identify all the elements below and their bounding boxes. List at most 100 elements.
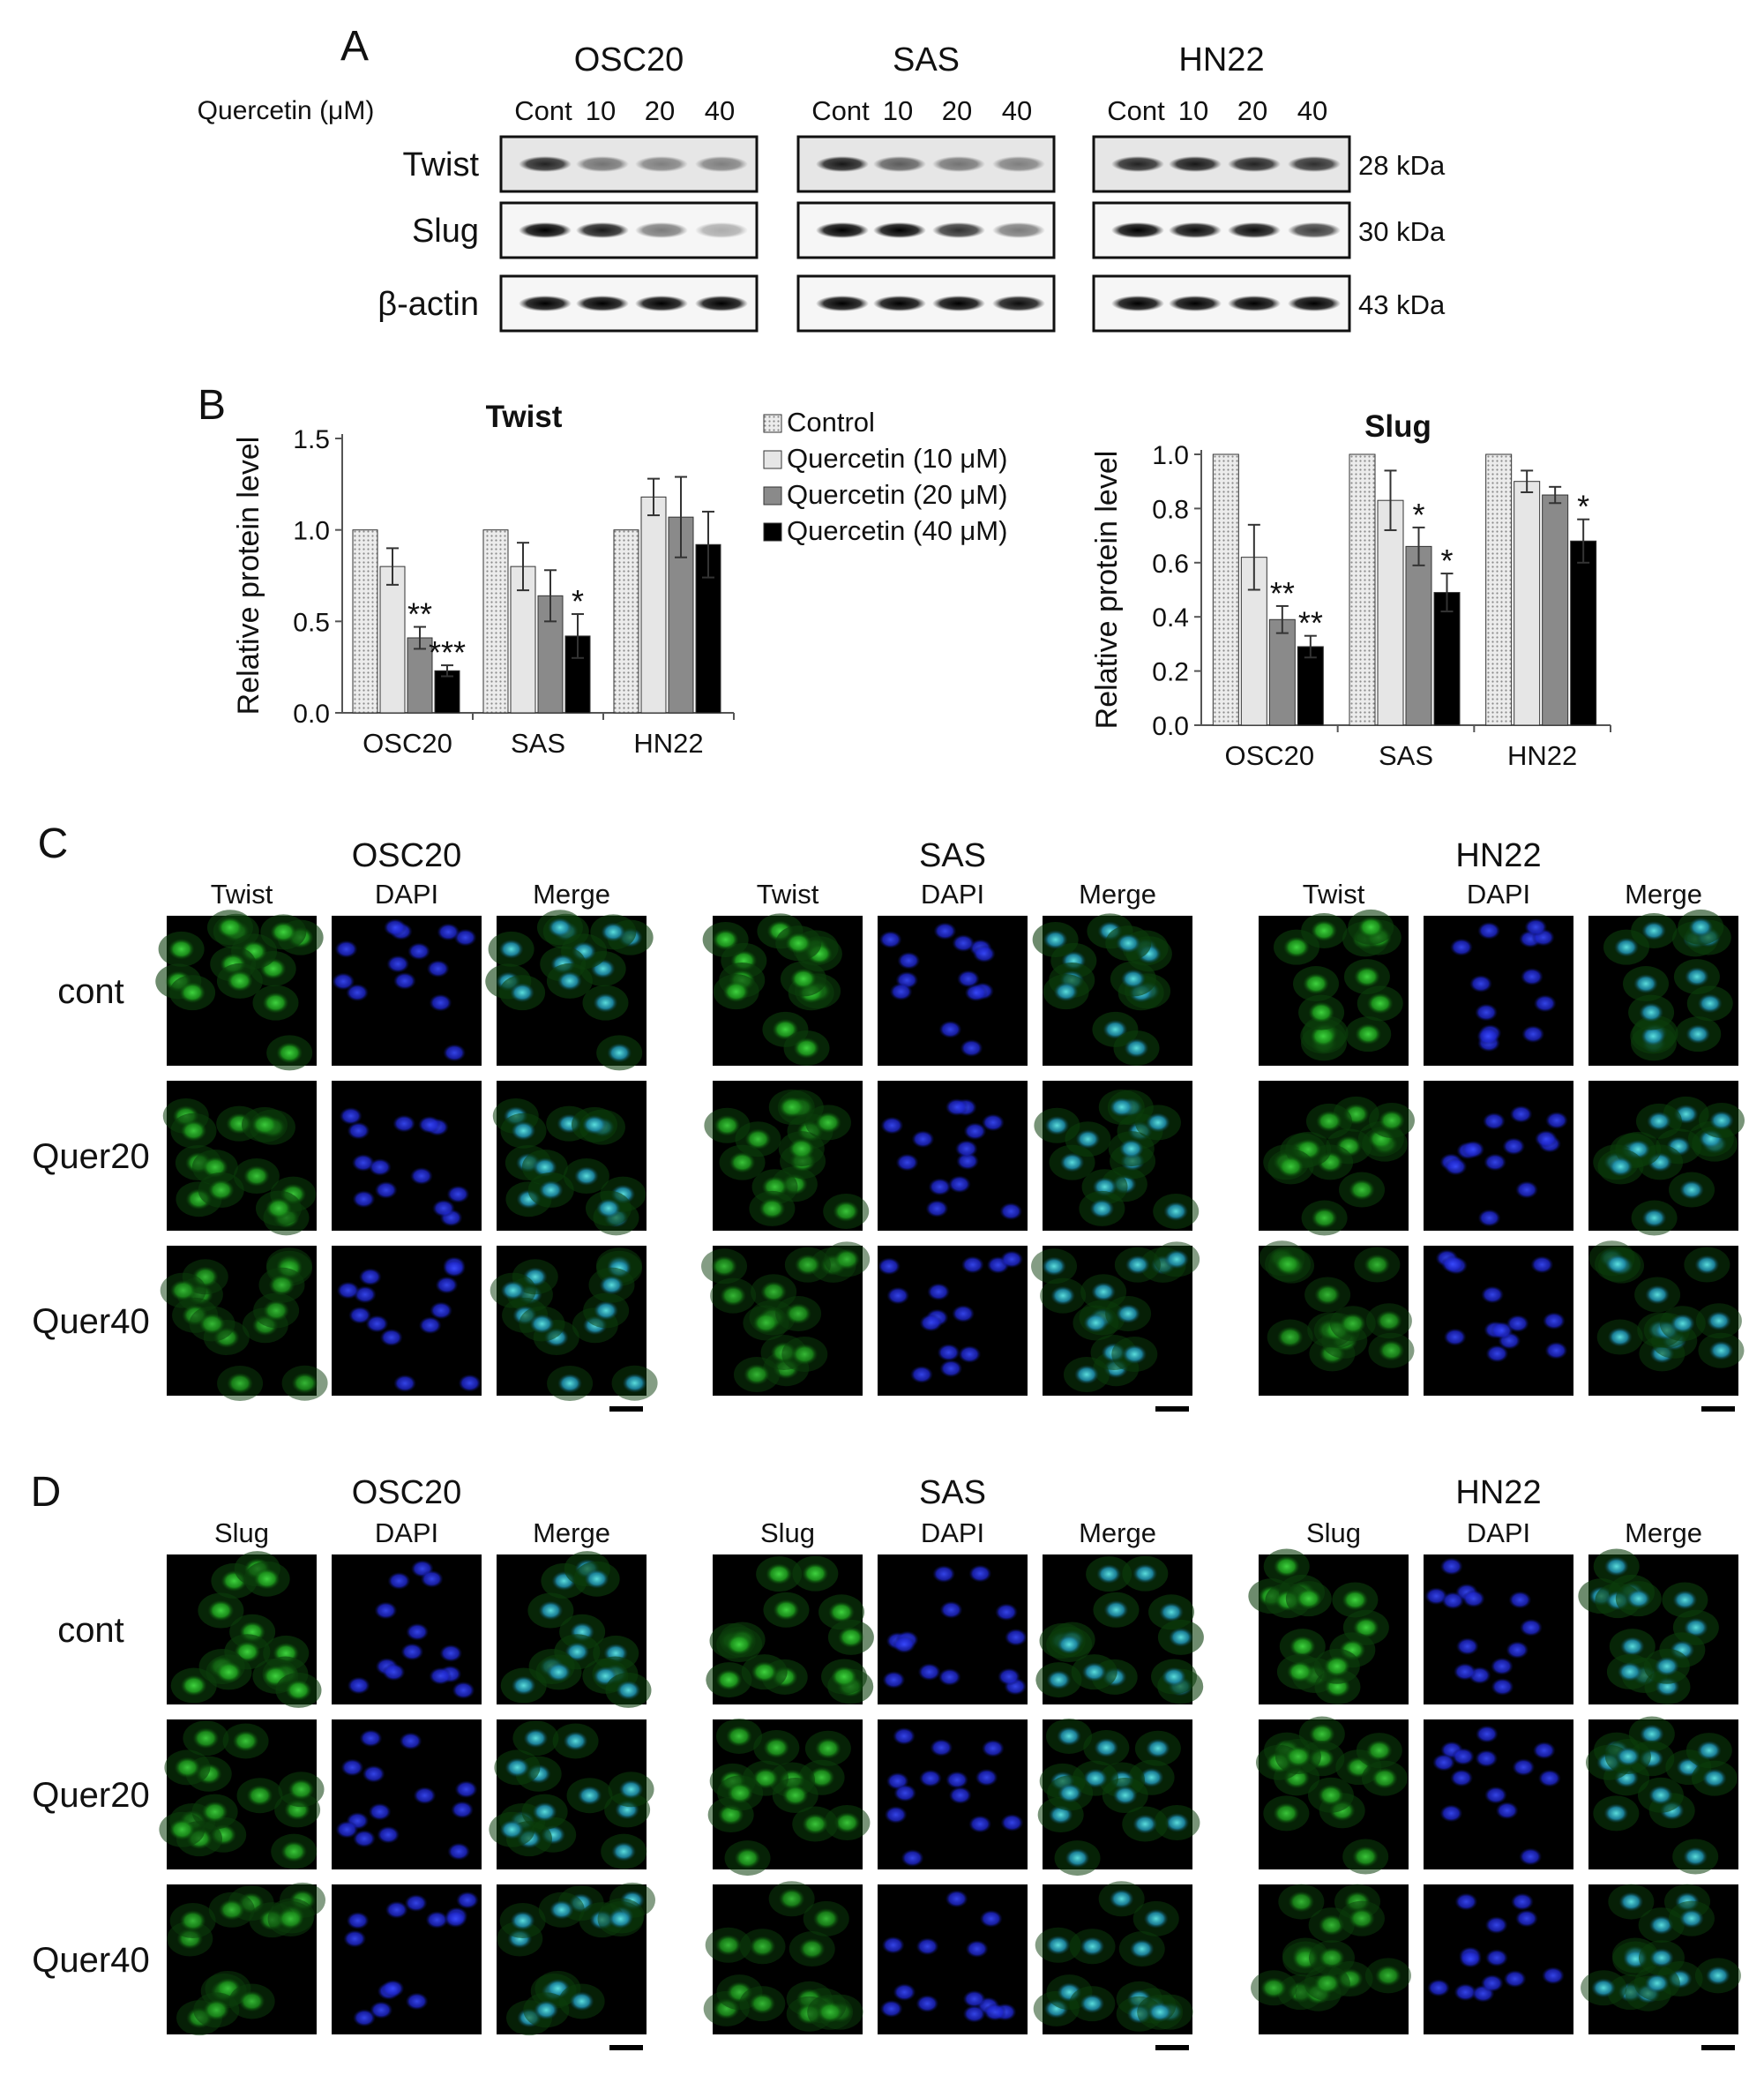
micrograph-blue (1424, 1884, 1573, 2034)
blot-band (932, 156, 985, 172)
cell-nucleus (215, 1661, 243, 1683)
lane-label: 40 (1002, 95, 1032, 126)
cell-nucleus (346, 1911, 370, 1929)
row-label: cont (57, 1611, 124, 1650)
cell-nucleus (911, 1130, 935, 1149)
cell-nucleus (1485, 1345, 1509, 1363)
cell-nucleus (169, 1279, 197, 1301)
cell-nucleus (348, 1306, 372, 1324)
cell-nucleus (882, 1671, 906, 1689)
cell-nucleus (945, 1890, 968, 1908)
micrograph-green (1256, 1716, 1409, 1875)
cell-nucleus (538, 1180, 564, 1200)
cell-nucleus (726, 1725, 753, 1747)
cell-nucleus (1274, 1253, 1302, 1275)
cell-nucleus (352, 1190, 376, 1209)
lane-label: Cont (811, 95, 870, 126)
micrograph-merge (490, 1246, 658, 1402)
micrograph-blue (332, 1554, 482, 1704)
cell-nucleus (1603, 1556, 1629, 1577)
lane-label: 10 (586, 95, 616, 126)
cell-nucleus (893, 1983, 916, 2002)
cell-nucleus (1120, 969, 1146, 989)
micrograph-green (703, 1881, 863, 2034)
cell-nucleus (616, 1680, 641, 1700)
cell-nucleus (893, 1727, 916, 1745)
cell-nucleus (523, 1728, 549, 1749)
cell-nucleus (1102, 1019, 1128, 1039)
cell-nucleus (1083, 1313, 1109, 1333)
cell-nucleus (1521, 1025, 1545, 1044)
cell-nucleus (954, 1140, 978, 1158)
cell-nucleus (1506, 1641, 1529, 1659)
cell-nucleus (995, 1603, 1019, 1622)
cell-nucleus (1532, 1742, 1556, 1760)
blot-band (519, 156, 572, 172)
cell-nucleus (726, 1634, 753, 1656)
column-label: Slug (214, 1517, 269, 1548)
cell-nucleus (1533, 994, 1557, 1013)
cell-nucleus (1475, 1725, 1499, 1743)
x-tick-label: OSC20 (363, 728, 452, 759)
lane-label: 20 (942, 95, 972, 126)
cell-nucleus (1109, 1097, 1134, 1117)
micrograph-green (704, 1081, 870, 1231)
cell-nucleus (958, 1345, 982, 1364)
cell-nucleus (1544, 1111, 1568, 1129)
legend-label: Quercetin (10 μM) (787, 443, 1007, 474)
cell-nucleus (618, 1779, 644, 1800)
cell-nucleus (447, 1842, 471, 1861)
cell-nucleus (174, 1757, 201, 1779)
bar (1349, 453, 1376, 726)
micrograph-green (167, 1882, 325, 2036)
cell-nucleus (336, 1281, 360, 1300)
cell-nucleus (607, 1043, 632, 1063)
cell-nucleus (1276, 1326, 1304, 1348)
micrograph-merge (1586, 1716, 1738, 1875)
cell-nucleus (1091, 1282, 1117, 1302)
column-label: Twist (211, 879, 273, 910)
cell-nucleus (1708, 1340, 1734, 1360)
scale-bar (609, 2045, 643, 2050)
blot-band (576, 156, 629, 172)
cell-nucleus (895, 1153, 919, 1172)
cell-nucleus (1482, 1112, 1506, 1130)
cell-nucleus (1057, 1635, 1082, 1655)
micrograph-green (1259, 1081, 1415, 1236)
blot-band (1169, 222, 1222, 238)
cell-nucleus (1315, 1110, 1342, 1132)
cell-nucleus (1684, 967, 1709, 987)
micrograph-blue (878, 1081, 1028, 1231)
cell-nucleus (368, 1802, 392, 1821)
cell-nucleus (179, 1909, 206, 1931)
column-label: Twist (757, 879, 819, 910)
cell-nucleus (909, 1366, 933, 1384)
cell-nucleus (785, 933, 812, 955)
cell-nucleus (932, 1565, 956, 1584)
cell-nucleus (381, 1979, 405, 1997)
micrograph-green (162, 1081, 317, 1236)
blot-cell-line-1: SAS (893, 41, 960, 79)
cell-nucleus (179, 982, 206, 1004)
micrograph-green (702, 913, 863, 1067)
y-tick-label: 1.0 (293, 517, 330, 546)
column-label: DAPI (921, 879, 984, 910)
cell-nucleus (601, 922, 626, 942)
cell-nucleus (1480, 1974, 1504, 1993)
cell-nucleus (1679, 1180, 1705, 1200)
significance-mark: * (572, 583, 584, 619)
cell-nucleus (1519, 1847, 1543, 1866)
cell-nucleus (549, 1899, 574, 1920)
cell-nucleus (203, 1999, 230, 2021)
micrograph-blue (1424, 1554, 1573, 1704)
blot-band (816, 296, 869, 311)
column-label: Merge (533, 879, 610, 910)
cell-nucleus (1378, 1339, 1405, 1361)
cell-nucleus (1303, 973, 1330, 995)
bar (1570, 540, 1597, 726)
blot-band (695, 296, 748, 311)
cell-nucleus (1615, 1747, 1641, 1767)
micrograph-merge (1578, 1548, 1738, 1704)
